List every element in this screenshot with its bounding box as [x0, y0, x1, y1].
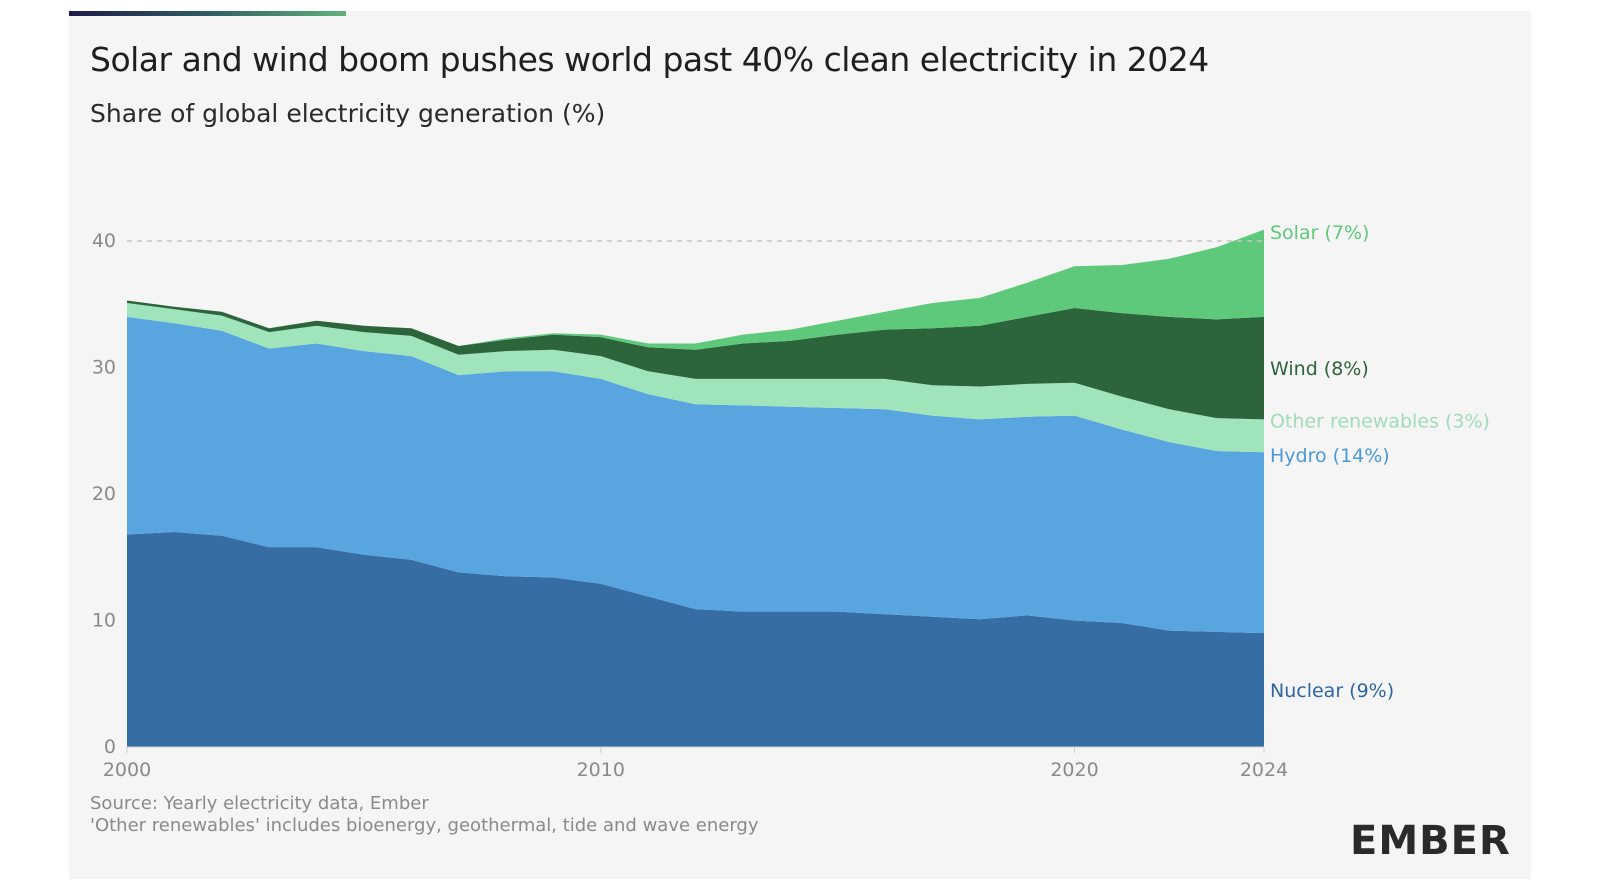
footnote-other-renewables: 'Other renewables' includes bioenergy, g… [90, 815, 759, 836]
series-label: Hydro (14%) [1270, 445, 1390, 467]
area-other-renewables [127, 303, 1264, 453]
area-solar [127, 229, 1264, 350]
x-tick-label: 2010 [577, 759, 625, 781]
series-label: Solar (7%) [1270, 222, 1369, 244]
series-label: Nuclear (9%) [1270, 680, 1394, 702]
x-tick-label: 2024 [1240, 759, 1288, 781]
area-hydro [127, 316, 1264, 634]
axis-layer: 0 10 20 30 40 2000 2010 2020 2024 [92, 230, 1288, 781]
series-label: Wind (8%) [1270, 358, 1369, 380]
y-tick-label: 30 [92, 357, 116, 379]
chart-subtitle: Share of global electricity generation (… [90, 99, 606, 128]
accent-bar [69, 11, 346, 16]
chart-title: Solar and wind boom pushes world past 40… [90, 40, 1209, 79]
source-note: Source: Yearly electricity data, Ember [90, 793, 429, 814]
y-tick-label: 40 [92, 230, 116, 252]
series-label-layer: Nuclear (9%) Hydro (14%) Other renewables … [1270, 222, 1490, 702]
y-tick-label: 20 [92, 483, 116, 505]
area-wind [127, 300, 1264, 420]
area-nuclear [127, 532, 1264, 747]
y-tick-label: 0 [104, 736, 116, 758]
series-label: Other renewables (3%) [1270, 411, 1490, 433]
y-tick-label: 10 [92, 610, 116, 632]
x-tick-label: 2000 [103, 759, 151, 781]
area-layer [127, 229, 1264, 747]
ember-logo: EMBER [1350, 818, 1511, 864]
x-tick-label: 2020 [1050, 759, 1098, 781]
